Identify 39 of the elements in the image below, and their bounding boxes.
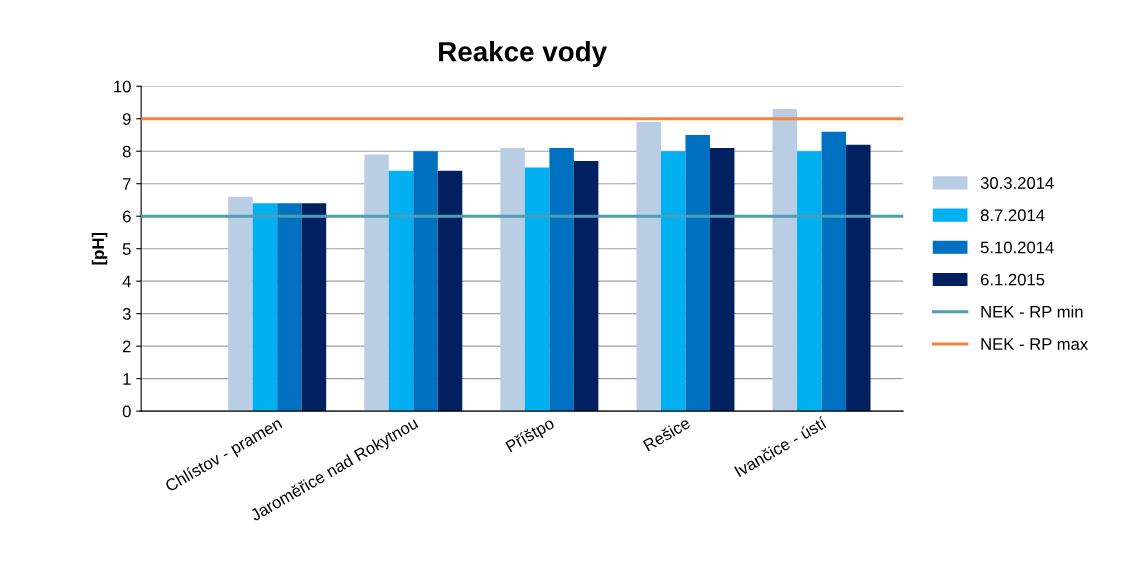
- legend-label: NEK - RP min: [981, 305, 1083, 318]
- bar: [846, 144, 871, 412]
- bar: [660, 151, 686, 412]
- legend-label: 8.7.2014: [980, 209, 1045, 222]
- bar: [636, 121, 661, 412]
- bar: [388, 170, 414, 412]
- y-axis-title: [pH]: [91, 232, 108, 265]
- y-tick-label: 8: [122, 145, 131, 158]
- bar: [437, 170, 463, 412]
- y-tick-label: 3: [122, 308, 131, 320]
- bar: [573, 160, 599, 412]
- y-tick-label: 0: [122, 405, 131, 418]
- bar: [821, 131, 847, 412]
- bar: [301, 203, 327, 412]
- y-tick-label: 6: [122, 210, 131, 223]
- bar: [252, 203, 278, 412]
- legend-label: NEK - RP max: [981, 338, 1088, 350]
- bar: [772, 108, 798, 412]
- bar: [500, 147, 525, 412]
- bar: [413, 151, 438, 412]
- bar: [685, 134, 710, 412]
- bar: [709, 147, 735, 412]
- y-tick-label: 4: [122, 275, 131, 288]
- y-tick-label: 5: [122, 243, 131, 255]
- y-tick-label: 9: [122, 113, 131, 125]
- y-tick-label: 2: [122, 340, 131, 353]
- bar: [797, 151, 822, 412]
- legend-label: 30.3.2014: [980, 177, 1054, 189]
- y-tick-label: 10: [114, 80, 131, 93]
- legend-label: 5.10.2014: [980, 241, 1054, 254]
- y-tick-label: 7: [122, 178, 131, 190]
- bar: [524, 167, 550, 412]
- legend-label: 6.1.2015: [980, 273, 1045, 286]
- bar: [277, 203, 302, 412]
- bar: [228, 196, 253, 412]
- chart-title: Reakce vody: [439, 41, 607, 68]
- y-tick-label: 1: [123, 373, 131, 385]
- bar: [364, 154, 389, 412]
- bar: [549, 147, 574, 412]
